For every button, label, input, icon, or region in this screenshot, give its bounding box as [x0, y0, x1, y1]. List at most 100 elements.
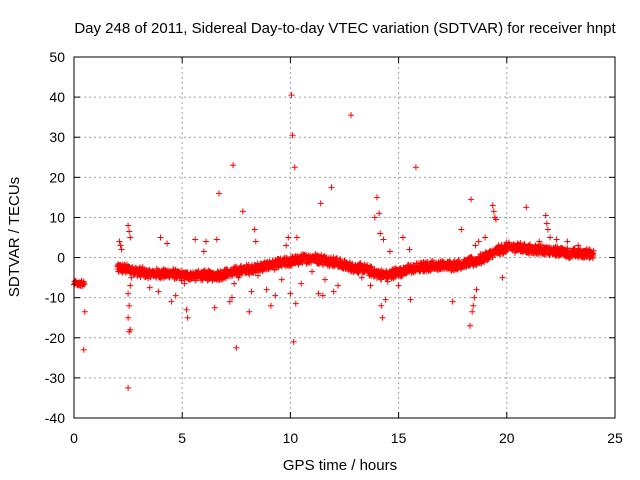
data-point [490, 208, 497, 215]
data-point [386, 248, 393, 255]
data-point [126, 228, 133, 235]
data-point [118, 246, 125, 253]
y-tick-label: 10 [49, 209, 65, 225]
y-tick-label: -40 [45, 410, 65, 426]
data-point [192, 236, 199, 243]
data-point [473, 286, 480, 293]
data-point [489, 202, 496, 209]
data-point [449, 298, 456, 305]
data-point [319, 292, 326, 299]
data-point [335, 282, 342, 289]
data-point [407, 296, 414, 303]
data-point [252, 238, 259, 245]
tick-marks [73, 56, 616, 419]
data-point [489, 254, 496, 261]
x-axis-title: GPS time / hours [283, 457, 397, 474]
data-point [367, 282, 374, 289]
data-point [330, 288, 337, 295]
y-tick-label: -30 [45, 370, 65, 386]
x-tick-label: 5 [178, 430, 186, 446]
data-point [116, 238, 123, 245]
data-point [378, 302, 385, 309]
grid-lines [74, 57, 615, 418]
data-point [80, 278, 87, 285]
data-point [379, 314, 386, 321]
data-point [523, 204, 530, 211]
data-point [115, 268, 122, 275]
data-point [126, 302, 133, 309]
y-axis-title: SDTVAR / TECUs [6, 177, 23, 297]
data-point [117, 242, 124, 249]
data-point [248, 288, 255, 295]
data-point [458, 226, 465, 233]
data-point [398, 273, 405, 280]
data-point [467, 322, 474, 329]
data-point [536, 238, 543, 245]
data-point [126, 328, 133, 335]
data-point [544, 226, 551, 233]
data-point [380, 236, 387, 243]
data-point [125, 314, 132, 321]
data-point [298, 280, 305, 287]
data-point [469, 308, 476, 315]
data-point [125, 290, 132, 297]
data-point [492, 216, 499, 223]
data-point [471, 294, 478, 301]
data-point [475, 238, 482, 245]
data-point [290, 338, 297, 345]
data-point [287, 290, 294, 297]
data-point [590, 247, 597, 254]
data-point [543, 220, 550, 227]
data-point [428, 260, 435, 267]
data-point [184, 314, 191, 321]
data-point [438, 260, 445, 267]
data-point [263, 286, 270, 293]
data-point [373, 194, 380, 201]
data-point [231, 280, 238, 287]
data-point [317, 200, 324, 207]
data-point [376, 210, 383, 217]
data-point [80, 346, 87, 353]
data-point [399, 234, 406, 241]
data-point [172, 292, 179, 299]
data-point [272, 292, 279, 299]
y-tick-label: 50 [49, 49, 65, 65]
data-point [472, 242, 479, 249]
data-point [514, 240, 521, 247]
data-point [235, 274, 242, 281]
data-point [125, 222, 132, 229]
data-point [347, 112, 354, 119]
data-point [228, 294, 235, 301]
data-point [293, 234, 300, 241]
data-point [575, 242, 582, 249]
data-point [564, 238, 571, 245]
chart-title: Day 248 of 2011, Sidereal Day-to-day VTE… [74, 20, 616, 37]
data-point [292, 300, 299, 307]
data-point [239, 208, 246, 215]
data-point [382, 296, 389, 303]
data-point [278, 276, 285, 283]
data-point [553, 236, 560, 243]
data-point [546, 251, 553, 258]
data-point [395, 282, 402, 289]
data-point [211, 304, 218, 311]
data-point [328, 184, 335, 191]
data-point [470, 302, 477, 309]
data-point [547, 234, 554, 241]
data-point [146, 284, 153, 291]
data-point [412, 164, 419, 171]
data-point [246, 308, 253, 315]
data-point [155, 288, 162, 295]
x-tick-label: 20 [499, 430, 515, 446]
data-point [254, 272, 261, 279]
data-point [213, 236, 220, 243]
data-point [164, 240, 171, 247]
y-tick-label: -20 [45, 330, 65, 346]
data-point [157, 234, 164, 241]
data-point [542, 212, 549, 219]
data-point [81, 308, 88, 315]
y-tick-label: 20 [49, 169, 65, 185]
data-point [586, 248, 593, 255]
data-point [181, 280, 188, 287]
data-point [200, 248, 207, 255]
